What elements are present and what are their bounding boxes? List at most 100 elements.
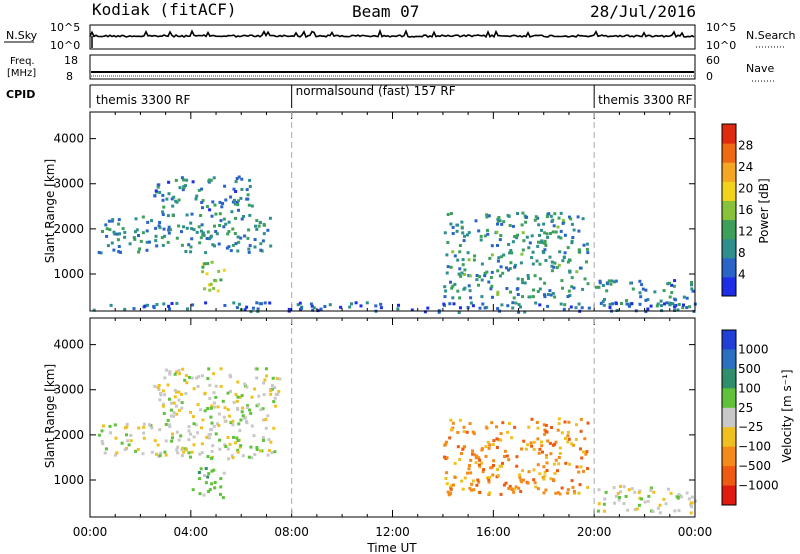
velocity-echo-cell bbox=[474, 456, 478, 460]
power-echo-cell bbox=[500, 255, 504, 259]
power-echo-cell bbox=[512, 296, 516, 300]
power-echo-cell bbox=[135, 228, 139, 232]
velocity-echo-cell bbox=[549, 452, 553, 456]
velocity-echo-cell bbox=[210, 421, 214, 425]
power-echo-cell bbox=[570, 276, 574, 280]
velocity-echo-cell bbox=[617, 498, 621, 502]
velocity-echo-cell bbox=[510, 487, 514, 491]
velocity-echo-cell bbox=[619, 490, 622, 494]
power-echo-cell bbox=[498, 274, 502, 278]
velocity-echo-cell bbox=[570, 479, 574, 483]
power-echo-cell bbox=[568, 258, 571, 262]
power-echo-cell bbox=[266, 228, 270, 232]
velocity-echo-cell bbox=[219, 477, 223, 481]
velocity-echo-cell bbox=[586, 467, 590, 470]
velocity-echo-cell bbox=[540, 440, 543, 444]
velocity-echo-cell bbox=[487, 478, 491, 481]
velocity-echo-cell bbox=[142, 431, 146, 435]
velocity-echo-cell bbox=[123, 448, 127, 452]
power-echo-cell bbox=[231, 227, 235, 231]
velocity-echo-cell bbox=[255, 448, 259, 451]
power-echo-cell bbox=[585, 260, 588, 264]
power-echo-cell bbox=[200, 201, 204, 204]
power-echo-cell bbox=[555, 266, 559, 270]
power-echo-cell bbox=[177, 198, 181, 202]
velocity-echo-cell bbox=[612, 501, 616, 505]
power-echo-cell bbox=[214, 279, 218, 283]
velocity-echo-cell bbox=[262, 393, 266, 397]
power-echo-cell bbox=[132, 236, 136, 240]
power-echo-cell bbox=[186, 307, 189, 311]
power-echo-cell bbox=[184, 250, 188, 253]
power-echo-cell bbox=[587, 306, 591, 310]
power-echo-cell bbox=[312, 306, 316, 310]
power-echo-cell bbox=[566, 246, 570, 250]
power-echo-cell bbox=[544, 259, 548, 262]
power-echo-cell bbox=[199, 236, 203, 240]
velocity-echo-cell bbox=[192, 422, 196, 426]
velocity-echo-cell bbox=[255, 446, 259, 449]
power-echo-cell bbox=[473, 254, 477, 258]
velocity-echo-cell bbox=[690, 495, 694, 499]
power-echo-cell bbox=[240, 187, 244, 191]
velocity-echo-cell bbox=[125, 425, 129, 429]
power-echo-cell bbox=[530, 234, 534, 238]
velocity-echo-cell bbox=[624, 495, 628, 498]
velocity-echo-cell bbox=[471, 449, 474, 453]
power-echo-cell bbox=[570, 222, 574, 226]
power-echo-cell bbox=[508, 251, 512, 255]
velocity-echo-cell bbox=[456, 431, 460, 434]
velocity-echo-cell bbox=[241, 406, 245, 410]
power-echo-cell bbox=[502, 220, 506, 224]
power-echo-cell bbox=[496, 217, 500, 221]
power-echo-cell bbox=[379, 306, 383, 310]
power-echo-cell bbox=[206, 230, 210, 234]
velocity-echo-cell bbox=[230, 454, 234, 458]
power-echo-cell bbox=[319, 307, 323, 311]
power-echo-cell bbox=[165, 197, 169, 201]
power-echo-cell bbox=[185, 213, 189, 217]
velocity-echo-cell bbox=[196, 431, 200, 435]
power-echo-cell bbox=[449, 222, 453, 226]
velocity-echo-cell bbox=[467, 467, 471, 471]
power-echo-cell bbox=[223, 304, 227, 307]
velocity-echo-cell bbox=[573, 491, 577, 495]
velocity-echo-cell bbox=[235, 436, 239, 440]
power-echo-cell bbox=[232, 301, 236, 305]
power-echo-cell bbox=[662, 289, 666, 293]
power-echo-cell bbox=[599, 301, 603, 305]
power-echo-cell bbox=[237, 208, 240, 212]
y-tick-label: 4000 bbox=[53, 338, 84, 352]
power-echo-cell bbox=[185, 178, 189, 182]
power-echo-cell bbox=[538, 277, 542, 281]
velocity-echo-cell bbox=[533, 481, 537, 485]
velocity-echo-cell bbox=[196, 384, 200, 388]
power-colorbar-tick: 28 bbox=[738, 139, 753, 153]
power-echo-cell bbox=[205, 205, 209, 209]
power-echo-cell bbox=[396, 307, 400, 311]
velocity-echo-cell bbox=[181, 446, 185, 450]
x-tick-label: 20:00 bbox=[577, 525, 612, 539]
power-echo-cell bbox=[248, 213, 252, 217]
power-echo-cell bbox=[467, 284, 471, 288]
power-echo-cell bbox=[236, 235, 240, 239]
velocity-echo-cell bbox=[229, 421, 233, 425]
velocity-echo-cell bbox=[560, 486, 564, 490]
power-echo-cell bbox=[538, 287, 542, 291]
velocity-echo-cell bbox=[164, 422, 168, 426]
velocity-echo-cell bbox=[226, 436, 230, 439]
velocity-echo-cell bbox=[586, 485, 590, 489]
velocity-echo-cell bbox=[462, 430, 466, 433]
velocity-colorbar-tick: −500 bbox=[738, 459, 771, 473]
velocity-echo-cell bbox=[153, 439, 157, 443]
velocity-echo-cell bbox=[675, 495, 679, 499]
velocity-echo-cell bbox=[150, 426, 154, 430]
power-echo-cell bbox=[161, 193, 165, 197]
power-echo-cell bbox=[461, 263, 465, 267]
power-echo-cell bbox=[601, 284, 605, 287]
velocity-echo-cell bbox=[191, 415, 195, 419]
power-echo-cell bbox=[513, 263, 517, 267]
velocity-echo-cell bbox=[164, 453, 168, 457]
power-echo-cell bbox=[185, 226, 189, 230]
power-echo-cell bbox=[240, 217, 244, 221]
